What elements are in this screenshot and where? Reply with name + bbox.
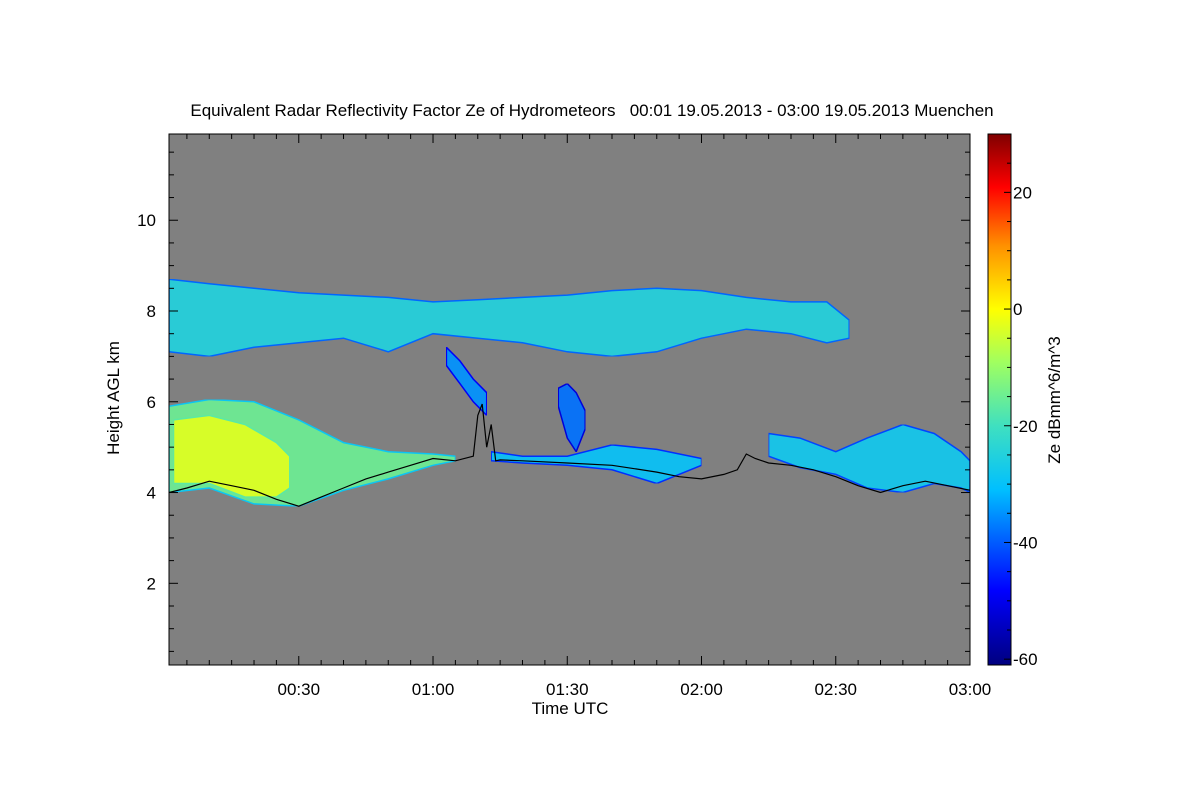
colorbar	[987, 133, 1012, 666]
echo-lower-cloud-layer-east	[767, 423, 970, 494]
echo-layers	[169, 278, 970, 507]
y-tick-label: 6	[147, 393, 156, 412]
x-tick-label: 01:00	[412, 680, 455, 699]
y-axis-label: Height AGL km	[104, 341, 123, 455]
y-tick-label: 4	[147, 484, 156, 503]
y-axis-ticks: 2 4 6 8 10	[137, 151, 970, 652]
colorbar-label: Ze dBmm^6/m^3	[1045, 336, 1064, 463]
cloud-base-line	[169, 403, 970, 507]
x-tick-label: 02:30	[814, 680, 857, 699]
colorbar-tick-label: 0	[1013, 300, 1022, 319]
y-tick-label: 2	[147, 574, 156, 593]
colorbar-tick-label: -40	[1013, 533, 1038, 552]
chart-title: Equivalent Radar Reflectivity Factor Ze …	[190, 101, 993, 120]
colorbar-ticks: -60 -40 -20 0 20	[1004, 133, 1038, 669]
x-axis-ticks: 00:30 01:00 01:30 02:00 02:30 03:00	[186, 134, 992, 699]
x-tick-label: 03:00	[949, 680, 992, 699]
overlay-line-path	[169, 403, 970, 507]
x-tick-label: 00:30	[277, 680, 320, 699]
y-tick-label: 10	[137, 211, 156, 230]
y-tick-label: 8	[147, 302, 156, 321]
plot-frame	[168, 133, 971, 666]
x-tick-label: 01:30	[546, 680, 589, 699]
x-axis-label: Time UTC	[532, 699, 609, 718]
colorbar-tick-label: -20	[1013, 417, 1038, 436]
colorbar-tick-label: 20	[1013, 183, 1032, 202]
colorbar-tick-label: -60	[1013, 650, 1038, 669]
echo-isolated-echo	[557, 382, 586, 454]
x-tick-label: 02:00	[680, 680, 723, 699]
echo-fall-streak	[445, 345, 488, 418]
echo-lower-cloud-core	[172, 414, 291, 498]
echo-upper-cloud-layer	[169, 278, 850, 358]
